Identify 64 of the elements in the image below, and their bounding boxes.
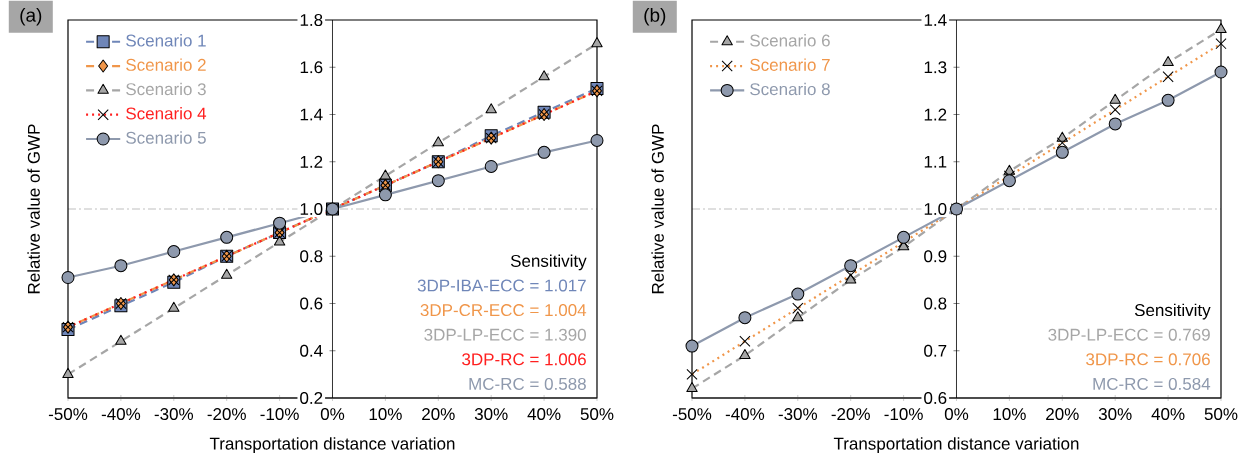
x-tick-label: -20% — [831, 408, 870, 421]
annotation: MC-RC = 0.584 — [1093, 377, 1211, 390]
x-tick-label: -50% — [48, 408, 88, 421]
chart-title: (b) — [644, 7, 666, 26]
x-tick-label: -40% — [101, 408, 141, 421]
legend-label: Scenario 5 — [126, 131, 206, 144]
legend-label: Scenario 4 — [126, 107, 207, 120]
y-tick-label: 0.8 — [300, 250, 323, 263]
x-tick-label: -20% — [207, 408, 246, 421]
legend-label: Scenario 2 — [126, 58, 206, 71]
y-tick-label: 0.2 — [300, 392, 323, 405]
legend-label: Scenario 6 — [750, 34, 830, 47]
x-tick-label: 40% — [1151, 408, 1185, 421]
x-tick-label: 40% — [527, 408, 561, 421]
x-tick-label: 20% — [422, 408, 455, 421]
x-axis-title: Transportation distance variation — [209, 437, 455, 454]
x-axis-title: Transportation distance variation — [833, 437, 1079, 454]
y-tick-label: 1.1 — [924, 155, 947, 168]
y-tick-label: 1.3 — [924, 61, 947, 74]
y-tick-label: 0.9 — [924, 250, 947, 263]
x-tick-label: -30% — [154, 408, 194, 421]
x-tick-label: 20% — [1046, 408, 1079, 421]
annotation: 3DP-RC = 0.706 — [1086, 353, 1210, 366]
annotation: 3DP-LP-ECC = 1.390 — [424, 328, 586, 341]
x-tick-label: -10% — [884, 408, 923, 421]
y-axis-title: Relative value of GWP — [27, 124, 40, 294]
x-tick-label: -30% — [778, 408, 818, 421]
annotation: Sensitivity — [510, 254, 587, 271]
y-axis-title: Relative value of GWP — [651, 124, 664, 294]
annotation: 3DP-RC = 1.006 — [462, 353, 586, 366]
x-tick-label: 30% — [474, 408, 508, 421]
y-tick-label: 1.0 — [300, 202, 323, 216]
x-tick-label: -40% — [725, 408, 765, 421]
annotation: MC-RC = 0.588 — [469, 377, 586, 390]
annotation: 3DP-LP-ECC = 0.769 — [1048, 328, 1210, 341]
x-tick-label: 0% — [320, 408, 345, 421]
chart-title: (a) — [20, 7, 42, 26]
x-tick-label: 50% — [1204, 408, 1238, 421]
y-tick-label: 1.4 — [300, 108, 323, 121]
legend-label: Scenario 8 — [750, 82, 830, 96]
y-tick-label: 0.8 — [924, 297, 947, 310]
annotation: 3DP-CR-ECC = 1.004 — [420, 304, 587, 317]
y-tick-label: 0.4 — [300, 344, 323, 357]
y-tick-label: 1.0 — [924, 203, 947, 216]
y-tick-label: 1.8 — [300, 14, 323, 27]
x-tick-label: 30% — [1098, 408, 1132, 421]
legend-label: Scenario 1 — [126, 34, 206, 47]
y-tick-label: 1.2 — [300, 155, 323, 168]
x-tick-label: 10% — [993, 408, 1026, 421]
x-tick-label: 0% — [944, 408, 969, 421]
y-tick-label: 1.6 — [300, 61, 323, 74]
y-tick-label: 0.6 — [300, 297, 323, 310]
annotation: 3DP-IBA-ECC = 1.017 — [417, 279, 586, 292]
x-tick-label: 50% — [580, 408, 614, 421]
y-tick-label: 0.7 — [924, 344, 947, 357]
legend-label: Scenario 3 — [126, 82, 206, 96]
x-tick-label: 10% — [369, 408, 402, 421]
y-tick-label: 1.4 — [924, 14, 947, 26]
legend-label: Scenario 7 — [750, 58, 830, 71]
x-tick-label: -50% — [672, 408, 712, 421]
y-tick-label: 0.6 — [924, 392, 947, 405]
annotation: Sensitivity — [1134, 303, 1211, 320]
y-tick-label: 1.2 — [924, 108, 947, 121]
x-tick-label: -10% — [260, 408, 299, 421]
